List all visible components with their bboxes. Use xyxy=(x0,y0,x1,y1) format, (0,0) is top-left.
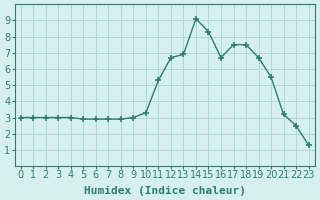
X-axis label: Humidex (Indice chaleur): Humidex (Indice chaleur) xyxy=(84,186,246,196)
